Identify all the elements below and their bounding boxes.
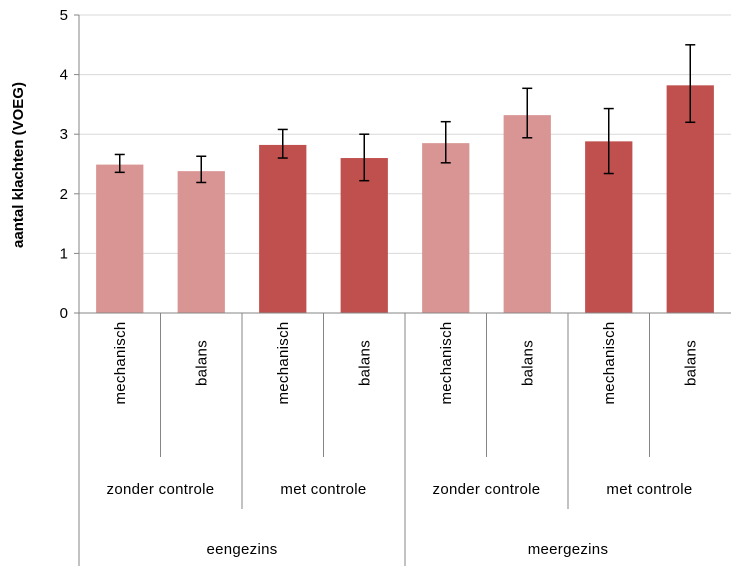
y-tick-label-5: 5 <box>60 7 68 24</box>
group-label-2: zonder controle <box>433 481 541 498</box>
outer-group-label-1: meergezins <box>528 541 609 558</box>
y-tick-label-1: 1 <box>60 245 68 262</box>
bar-7 <box>666 85 714 313</box>
category-label-0: mechanisch <box>112 321 129 404</box>
bar-0 <box>96 164 144 313</box>
bar-1 <box>177 171 225 313</box>
outer-group-label-0: eengezins <box>206 541 277 558</box>
bar-5 <box>503 115 551 314</box>
y-axis-label: aantal klachten (VOEG) <box>10 82 27 248</box>
category-label-5: balans <box>519 340 536 386</box>
y-tick-label-4: 4 <box>60 67 68 84</box>
group-label-1: met controle <box>280 481 366 498</box>
category-label-6: mechanisch <box>601 321 618 404</box>
category-label-3: balans <box>356 340 373 386</box>
bar-3 <box>340 158 388 313</box>
y-tick-label-3: 3 <box>60 126 68 143</box>
y-tick-label-0: 0 <box>60 305 68 322</box>
bars <box>96 85 714 314</box>
y-tick-label-2: 2 <box>60 186 68 203</box>
group-label-3: met controle <box>606 481 692 498</box>
bar-4 <box>422 143 470 313</box>
group-label-0: zonder controle <box>107 481 215 498</box>
error-bars <box>114 44 696 184</box>
y-axis-ticks: 0 1 2 3 4 5 <box>60 7 79 322</box>
category-label-2: mechanisch <box>275 321 292 404</box>
category-label-4: mechanisch <box>438 321 455 404</box>
axes <box>78 15 731 566</box>
category-labels: mechanisch balans mechanisch balans mechanis… <box>107 321 700 558</box>
bar-2 <box>259 144 307 313</box>
category-label-1: balans <box>193 340 210 386</box>
category-label-7: balans <box>682 340 699 386</box>
gridlines <box>79 14 731 314</box>
